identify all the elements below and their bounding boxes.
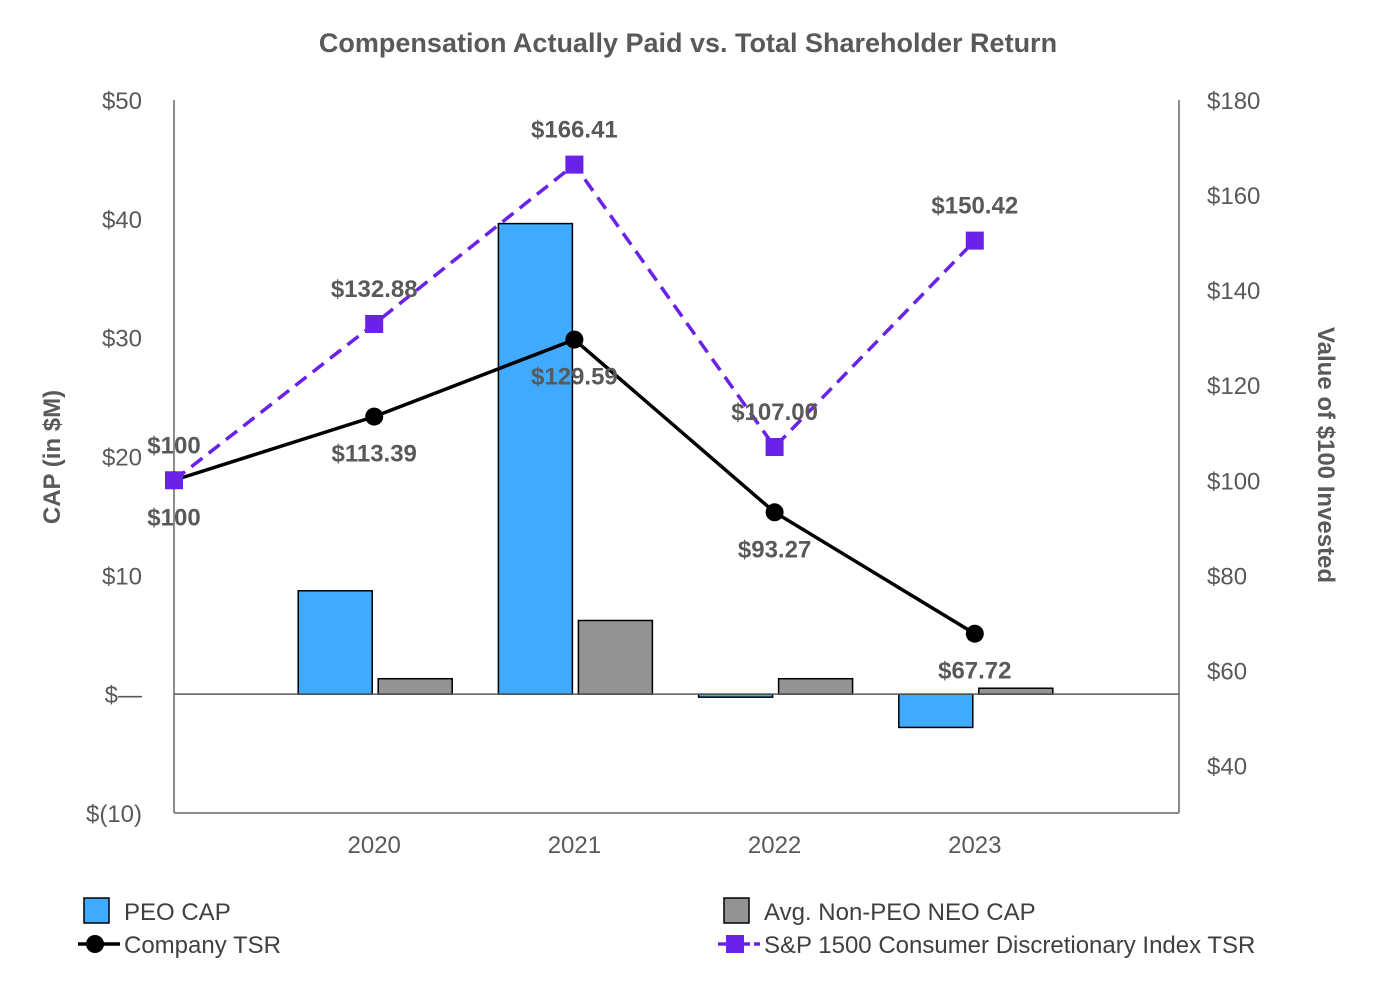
marker-s-p-1500-consumer-discretionary-index-tsr xyxy=(765,437,784,456)
right-tick-label: $120 xyxy=(1207,373,1260,400)
left-tick-label: $10 xyxy=(102,563,142,590)
bar-avg-non-peo-neo-cap xyxy=(577,619,654,695)
bar-avg-non-peo-neo-cap xyxy=(777,677,854,695)
data-labels: $100 $113.39 $129.59 $93.27 $67.72 $100 $132.8… xyxy=(147,117,1018,685)
legend-label: Company TSR xyxy=(124,932,281,959)
marker-s-p-1500-consumer-discretionary-index-tsr xyxy=(965,231,984,250)
right-tick-label: $180 xyxy=(1207,88,1260,115)
left-tick-label: $40 xyxy=(102,207,142,234)
data-label-company-tsr: $129.59 xyxy=(531,364,618,391)
marker-s-p-1500-consumer-discretionary-index-tsr xyxy=(165,471,183,490)
bar-peo-cap xyxy=(297,590,373,695)
right-tick-label: $40 xyxy=(1207,753,1247,780)
x-tick-label: 2020 xyxy=(348,832,401,859)
chart-title: Compensation Actually Paid vs. Total Sha… xyxy=(319,28,1057,58)
x-tick-label: 2021 xyxy=(548,832,601,859)
right-tick-label: $140 xyxy=(1207,278,1260,305)
bars xyxy=(297,222,1054,729)
data-label-company-tsr: $113.39 xyxy=(331,441,416,468)
data-label-s-p-1500-consumer-discretionary-index-tsr: $166.41 xyxy=(531,117,618,144)
tsr-lines xyxy=(165,155,984,643)
right-axis-title: Value of $100 Invested xyxy=(1312,327,1339,583)
marker-company-tsr xyxy=(765,503,784,522)
legend-swatch xyxy=(83,897,110,924)
data-label-s-p-1500-consumer-discretionary-index-tsr: $150.42 xyxy=(931,193,1018,220)
bar-avg-non-peo-neo-cap xyxy=(978,687,1054,695)
left-tick-label: $50 xyxy=(102,88,142,115)
data-label-s-p-1500-consumer-discretionary-index-tsr: $100 xyxy=(147,432,200,459)
bar-peo-cap xyxy=(497,222,574,695)
left-tick-label: $20 xyxy=(102,445,142,472)
data-label-s-p-1500-consumer-discretionary-index-tsr: $107.00 xyxy=(731,399,818,426)
legend: PEO CAP Avg. Non-PEO NEO CAP Company TSR S&… xyxy=(78,897,1255,959)
left-tick-label: $— xyxy=(105,682,142,709)
marker-company-tsr xyxy=(565,330,584,349)
left-axis-title: CAP (in $M) xyxy=(39,390,66,524)
legend-marker xyxy=(86,935,104,953)
marker-s-p-1500-consumer-discretionary-index-tsr xyxy=(365,314,384,333)
right-tick-label: $80 xyxy=(1207,563,1247,590)
bar-peo-cap xyxy=(898,693,974,729)
legend-label: Avg. Non-PEO NEO CAP xyxy=(764,899,1036,926)
legend-swatch xyxy=(723,897,750,924)
marker-s-p-1500-consumer-discretionary-index-tsr xyxy=(565,155,584,174)
legend-label: PEO CAP xyxy=(124,899,231,926)
legend-item-peo-cap: PEO CAP xyxy=(83,897,231,926)
legend-marker xyxy=(726,935,744,953)
left-axis-ticks: $50 $40 $30 $20 $10 $— $(10) xyxy=(86,88,142,828)
data-label-s-p-1500-consumer-discretionary-index-tsr: $132.88 xyxy=(331,276,418,303)
data-label-company-tsr: $100 xyxy=(147,504,200,531)
right-tick-label: $100 xyxy=(1207,468,1260,495)
left-tick-label: $(10) xyxy=(86,801,142,828)
right-tick-label: $160 xyxy=(1207,183,1260,210)
right-axis-ticks: $180 $160 $140 $120 $100 $80 $60 $40 xyxy=(1207,88,1260,780)
legend-label: S&P 1500 Consumer Discretionary Index TS… xyxy=(764,932,1255,959)
left-tick-label: $30 xyxy=(102,326,142,353)
x-axis-ticks: 2020 2021 2022 2023 xyxy=(348,832,1002,859)
legend-item-avg-non-peo-neo-cap: Avg. Non-PEO NEO CAP xyxy=(723,897,1036,926)
legend-item-company-tsr: Company TSR xyxy=(78,932,281,959)
right-tick-label: $60 xyxy=(1207,658,1247,685)
line-s-p-1500-consumer-discretionary-index-tsr xyxy=(172,162,977,482)
marker-company-tsr xyxy=(365,407,384,426)
bar-avg-non-peo-neo-cap xyxy=(377,677,453,695)
data-label-company-tsr: $67.72 xyxy=(938,658,1011,685)
legend-item-s-p-1500-consumer-discretionary-index-tsr: S&P 1500 Consumer Discretionary Index TS… xyxy=(718,932,1255,959)
data-label-company-tsr: $93.27 xyxy=(738,536,811,563)
x-tick-label: 2023 xyxy=(948,832,1001,859)
marker-company-tsr xyxy=(965,624,984,643)
x-tick-label: 2022 xyxy=(748,832,801,859)
